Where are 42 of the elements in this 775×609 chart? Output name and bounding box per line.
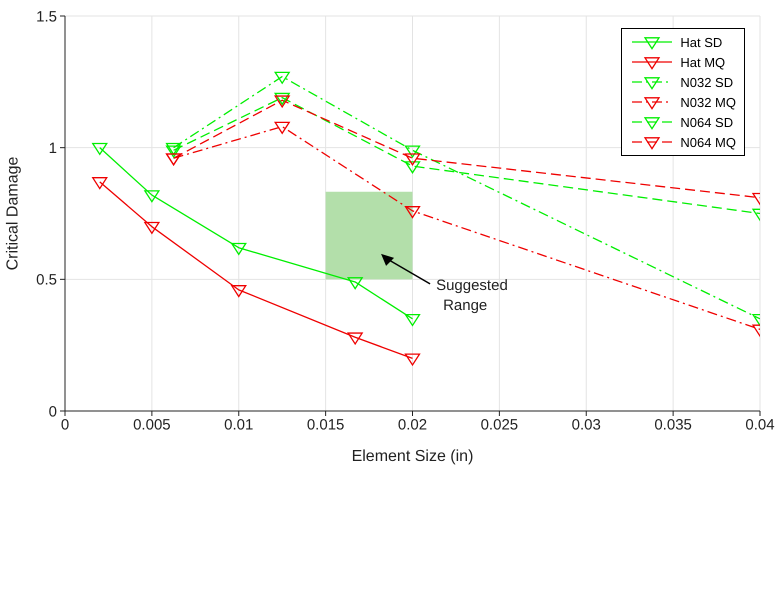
- point: [92, 177, 108, 190]
- legend-label: N032 MQ: [680, 94, 736, 110]
- point: [404, 353, 420, 366]
- x-axis-title: Element Size (in): [352, 448, 474, 465]
- point: [144, 190, 160, 202]
- point: [166, 145, 182, 158]
- legend-label: Hat MQ: [680, 54, 726, 70]
- point: [274, 92, 290, 105]
- point: [404, 314, 420, 326]
- x-tick-label: 0.015: [306, 416, 344, 434]
- point: [166, 142, 182, 155]
- annotation: Suggested Range: [436, 276, 508, 314]
- legend-label: N064 MQ: [680, 134, 736, 150]
- y-tick-label: 0: [48, 403, 57, 420]
- point: [274, 95, 290, 108]
- legend-label: N032 SD: [680, 74, 734, 90]
- y-tick-label: 1: [48, 140, 57, 157]
- point: [404, 161, 420, 174]
- point: [404, 145, 420, 158]
- point: [274, 72, 290, 84]
- legend-label: Hat SD: [680, 34, 722, 50]
- point: [144, 222, 160, 234]
- point: [404, 153, 420, 166]
- x-tick-label: 0.04: [745, 416, 775, 434]
- point: [348, 277, 363, 290]
- legend-label: N064 SD: [680, 114, 734, 130]
- point: [404, 206, 420, 218]
- point: [231, 285, 246, 298]
- x-tick-label: 0.01: [224, 416, 254, 434]
- x-tick-label: 0.035: [654, 416, 692, 434]
- point: [274, 122, 290, 134]
- point: [348, 332, 363, 345]
- point: [92, 142, 108, 155]
- point: [231, 242, 246, 256]
- x-tick-label: 0.02: [398, 416, 428, 434]
- y-tick-label: 0.5: [36, 272, 57, 289]
- x-tick-label: 0.03: [572, 416, 601, 434]
- x-tick-label: 0.005: [133, 416, 171, 434]
- x-tick-label: 0: [60, 416, 70, 434]
- x-tick-label: 0.025: [480, 416, 518, 434]
- y-tick-label: 1.5: [36, 8, 57, 26]
- y-axis-title: Critical Damage: [4, 156, 22, 270]
